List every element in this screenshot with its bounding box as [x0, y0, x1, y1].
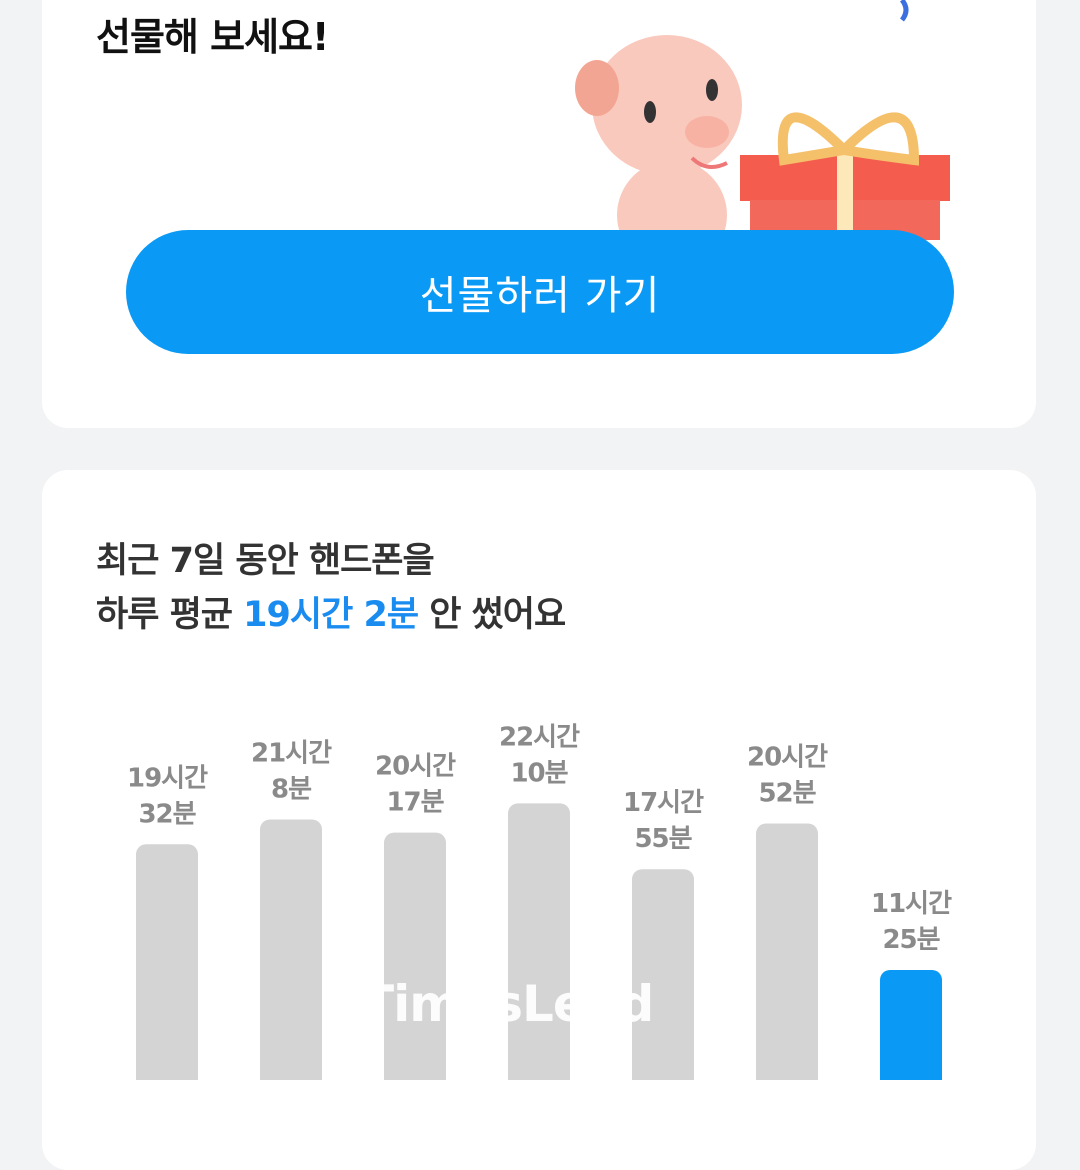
- heading-line2: 하루 평균 19시간 2분 안 썼어요: [96, 588, 566, 642]
- usage-card: 최근 7일 동안 핸드폰을 하루 평균 19시간 2분 안 썼어요: [42, 470, 1036, 1170]
- pig-gift-illustration: [575, 0, 950, 240]
- usage-heading: 최근 7일 동안 핸드폰을 하루 평균 19시간 2분 안 썼어요: [96, 534, 566, 642]
- average-time-highlight: 19시간 2분: [243, 595, 419, 635]
- gift-title: 선물해 보세요!: [96, 15, 329, 59]
- heading-suffix: 안 썼어요: [418, 595, 566, 635]
- heading-prefix: 하루 평균: [96, 595, 244, 635]
- watermark: TimesLead: [360, 975, 654, 1033]
- gift-card: 선물해 보세요! 선물하러 가기: [42, 0, 1036, 428]
- heading-line1: 최근 7일 동안 핸드폰을: [96, 541, 435, 581]
- go-gift-button[interactable]: 선물하러 가기: [126, 230, 954, 354]
